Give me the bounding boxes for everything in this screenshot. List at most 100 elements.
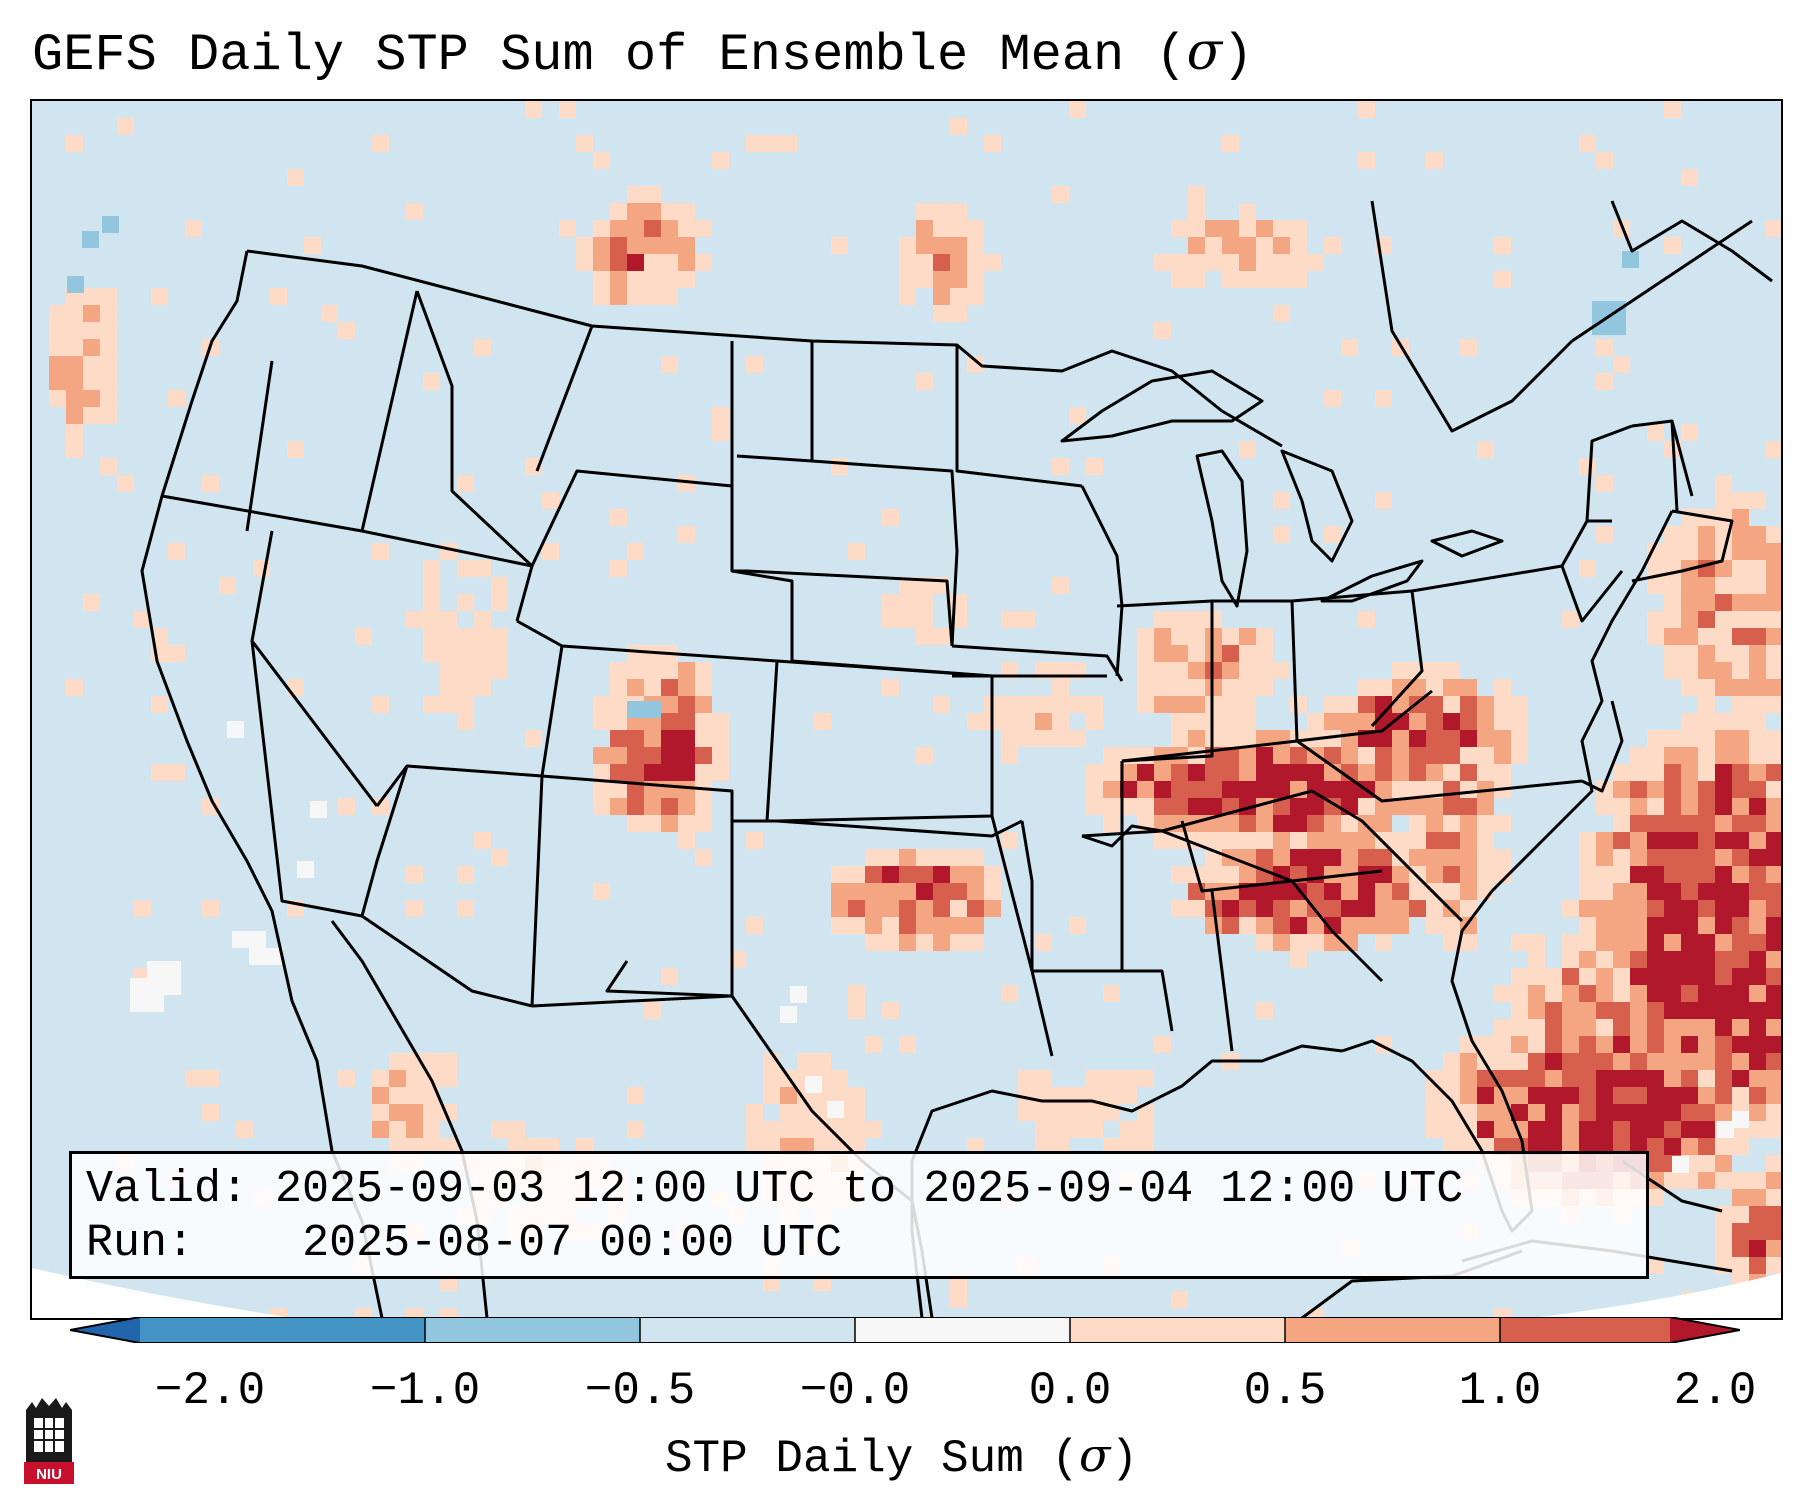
stp-cell <box>950 849 967 866</box>
colorbar-segment <box>855 1317 1070 1343</box>
stp-cell <box>1477 1104 1494 1121</box>
stp-cell <box>1358 832 1375 849</box>
stp-cell <box>1596 832 1613 849</box>
stp-cell <box>1137 1121 1154 1138</box>
stp-cell <box>1528 1087 1545 1104</box>
stp-cell <box>372 696 389 713</box>
stp-cell <box>542 543 559 560</box>
stp-cell <box>1086 1070 1103 1087</box>
stp-cell <box>1749 1223 1766 1240</box>
stp-cell <box>1528 1138 1545 1155</box>
stp-cell <box>1511 1036 1528 1053</box>
stp-cell-neutral <box>232 931 249 948</box>
stp-cell <box>1358 900 1375 917</box>
stp-cell <box>1154 764 1171 781</box>
stp-cell <box>610 730 627 747</box>
stp-cell <box>1766 934 1781 951</box>
stp-cell <box>1715 1019 1732 1036</box>
stp-cell <box>1035 730 1052 747</box>
stp-cell <box>1188 900 1205 917</box>
stp-cell <box>1477 798 1494 815</box>
stp-cell <box>950 288 967 305</box>
stp-cell <box>1732 1257 1749 1274</box>
stp-cell <box>1596 1104 1613 1121</box>
stp-cell <box>1443 747 1460 764</box>
stp-cell <box>1324 526 1341 543</box>
stp-cell <box>1647 866 1664 883</box>
stp-cell <box>1188 611 1205 628</box>
stp-cell <box>1477 1036 1494 1053</box>
stp-cell <box>1545 1138 1562 1155</box>
stp-cell <box>1732 968 1749 985</box>
stp-cell <box>1222 866 1239 883</box>
stp-cell <box>950 254 967 271</box>
colorbar-tick-label: 0.5 <box>1243 1365 1327 1417</box>
stp-cell <box>1681 169 1698 186</box>
stp-cell <box>1715 781 1732 798</box>
stp-cell <box>1715 917 1732 934</box>
stp-cell <box>457 560 474 577</box>
stp-cell <box>1698 1053 1715 1070</box>
stp-cell <box>1443 730 1460 747</box>
stp-cell <box>559 101 576 118</box>
stp-cell <box>1273 271 1290 288</box>
stp-cell <box>1103 1138 1120 1155</box>
stp-cell <box>1477 866 1494 883</box>
stp-cell <box>1171 900 1188 917</box>
stp-cell <box>1698 985 1715 1002</box>
stp-cell <box>287 169 304 186</box>
stp-cell <box>661 798 678 815</box>
stp-cell <box>1681 832 1698 849</box>
stp-cell <box>695 730 712 747</box>
stp-cell <box>1188 764 1205 781</box>
stp-cell <box>1613 917 1630 934</box>
stp-cell <box>1426 747 1443 764</box>
stp-cell <box>1715 798 1732 815</box>
stp-cell <box>1681 713 1698 730</box>
stp-cell <box>1171 254 1188 271</box>
stp-cell <box>1698 764 1715 781</box>
stp-cell <box>1426 764 1443 781</box>
stp-cell <box>1647 883 1664 900</box>
stp-cell <box>1154 322 1171 339</box>
stp-cell <box>1171 645 1188 662</box>
stp-cell <box>1613 849 1630 866</box>
stp-cell <box>1732 832 1749 849</box>
stp-cell <box>1239 203 1256 220</box>
stp-cell <box>1766 1104 1781 1121</box>
stp-cell <box>1579 951 1596 968</box>
stp-cell <box>916 628 933 645</box>
stp-cell <box>1732 951 1749 968</box>
stp-cell <box>933 866 950 883</box>
stp-cell <box>100 322 117 339</box>
stp-cell <box>474 679 491 696</box>
stp-cell <box>491 849 508 866</box>
stp-cell <box>1766 594 1781 611</box>
stp-cell-neutral <box>130 978 147 995</box>
valid-label: Valid: <box>86 1164 249 1215</box>
stp-cell <box>899 900 916 917</box>
stp-cell <box>1443 832 1460 849</box>
stp-cell <box>1766 917 1781 934</box>
stp-cell <box>780 135 797 152</box>
stp-cell <box>1715 594 1732 611</box>
stp-cell <box>49 322 66 339</box>
stp-cell <box>406 866 423 883</box>
stp-cell <box>372 135 389 152</box>
stp-cell <box>1035 1121 1052 1138</box>
stp-cell <box>1766 560 1781 577</box>
chart-title: GEFS Daily STP Sum of Ensemble Mean (σ) <box>32 22 1254 85</box>
stp-cell <box>1273 662 1290 679</box>
stp-cell <box>899 934 916 951</box>
stp-cell <box>627 220 644 237</box>
stp-cell <box>1188 679 1205 696</box>
stp-cell <box>1052 1138 1069 1155</box>
stp-cell <box>1630 1036 1647 1053</box>
stp-cell <box>1630 883 1647 900</box>
stp-cell <box>1698 1002 1715 1019</box>
stp-cell <box>1596 1053 1613 1070</box>
stp-cell <box>406 1138 423 1155</box>
stp-cell <box>1562 934 1579 951</box>
stp-cell <box>1443 696 1460 713</box>
stp-cell <box>1579 1002 1596 1019</box>
